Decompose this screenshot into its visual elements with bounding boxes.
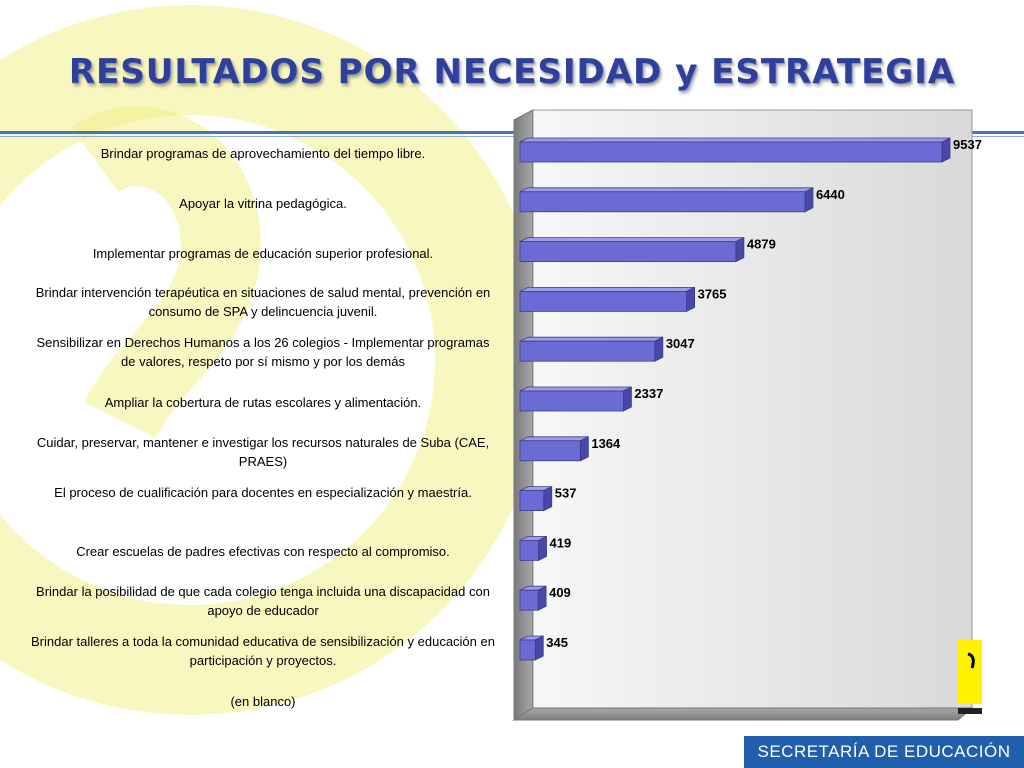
- bar-side-face: [534, 635, 544, 661]
- category-label: (en blanco): [230, 693, 296, 709]
- bar-3: 4879: [519, 236, 776, 263]
- bar-6: 2337: [519, 386, 663, 412]
- category-label: Crear escuelas de padres efectivas con r…: [76, 544, 450, 560]
- footer-text: SECRETARÍA DE EDUCACIÓN: [757, 742, 1011, 761]
- bar-value-label: 2337: [634, 386, 663, 401]
- bar-value-label: 419: [550, 535, 572, 550]
- bar-side-face: [654, 336, 664, 362]
- category-label: Ampliar la cobertura de rutas escolares …: [104, 395, 422, 410]
- bar-10: 409: [519, 585, 571, 611]
- category-labels: Brindar programas de aprovechamiento del…: [0, 0, 510, 768]
- bar-front-face: [519, 639, 536, 661]
- bar-front-face: [519, 589, 539, 611]
- bar-side-face: [579, 436, 589, 462]
- bar-2: 6440: [519, 187, 845, 213]
- background-logo-watermark: [0, 5, 520, 715]
- category-label: Apoyar la vitrina pedagógica.: [179, 195, 347, 211]
- bar-side-face: [735, 236, 745, 263]
- category-label: Brindar intervención terapéutica en situ…: [35, 285, 491, 320]
- bar-value-label: 3765: [698, 286, 727, 301]
- category-label: Implementar programas de educación super…: [92, 245, 434, 261]
- bar-front-face: [519, 540, 539, 561]
- bar-side-face: [623, 386, 632, 412]
- bar-front-face: [519, 390, 624, 412]
- bar-side-face: [538, 535, 547, 562]
- bar-front-face: [519, 141, 943, 163]
- bar-8: 537: [519, 485, 577, 512]
- bar-top-face: [519, 286, 695, 292]
- bar-front-face: [519, 290, 687, 312]
- chart-floor: [512, 707, 974, 721]
- bar-side-face: [941, 137, 951, 163]
- bar-9: 419: [519, 535, 572, 562]
- bar-top-face: [519, 237, 745, 243]
- bar-5: 3047: [519, 336, 695, 362]
- bar-top-face: [519, 386, 632, 392]
- bar-7: 1364: [519, 436, 621, 462]
- bar-front-face: [519, 340, 656, 362]
- bar-front-face: [519, 440, 581, 462]
- category-label: Sensibilizar en Derechos Humanos a los 2…: [36, 335, 490, 370]
- bar-top-face: [519, 137, 951, 143]
- category-label: Brindar programas de aprovechamiento del…: [100, 146, 426, 161]
- page-title: RESULTADOS POR NECESIDAD y ESTRATEGIA: [68, 52, 956, 92]
- category-label: Cuidar, preservar, mantener e investigar…: [36, 434, 490, 469]
- category-label: Brindar talleres a toda la comunidad edu…: [31, 634, 495, 668]
- bar-front-face: [519, 241, 737, 263]
- category-label: El proceso de cualificación para docente…: [54, 484, 472, 500]
- bar-side-face: [686, 286, 695, 313]
- bar-value-label: 1364: [591, 436, 621, 451]
- bar-front-face: [519, 191, 806, 213]
- bar-value-label: 537: [555, 486, 577, 501]
- bar-value-label: 9537: [953, 137, 982, 152]
- corner-logo: [958, 640, 982, 714]
- bar-11: 345: [519, 635, 568, 661]
- bar-side-face: [543, 485, 553, 512]
- header-rule-thin: [0, 136, 1024, 137]
- bar-value-label: 3047: [666, 336, 695, 351]
- bar-top-face: [519, 436, 589, 442]
- bar-front-face: [519, 490, 545, 512]
- header-rule: [0, 131, 1024, 134]
- bar-value-label: 345: [546, 635, 568, 650]
- bar-side-face: [804, 187, 814, 213]
- footer-bar: [744, 736, 1024, 768]
- bar-4: 3765: [519, 286, 727, 313]
- bar-side-face: [537, 585, 547, 611]
- bar-1: 9537: [519, 137, 982, 163]
- bar-top-face: [519, 187, 814, 193]
- bar-value-label: 409: [549, 585, 571, 600]
- bar-value-label: 4879: [747, 237, 776, 252]
- category-label: Brindar la posibilidad de que cada coleg…: [36, 584, 490, 619]
- bar-value-label: 6440: [816, 187, 845, 202]
- bar-top-face: [519, 336, 664, 342]
